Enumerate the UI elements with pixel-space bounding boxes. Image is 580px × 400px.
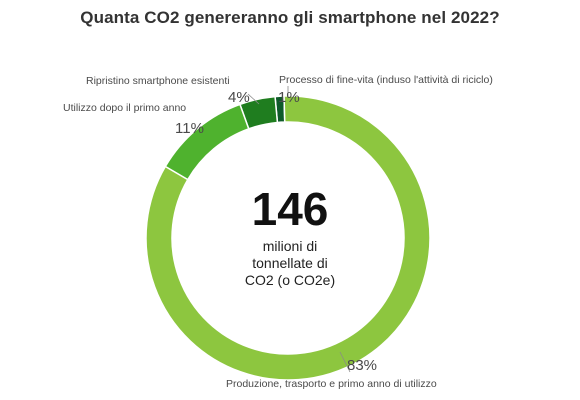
slice-production [145,95,431,381]
total-unit-line-3: CO2 (o CO2e) [244,272,336,288]
chart-title: Quanta CO2 genereranno gli smartphone ne… [80,8,500,27]
total-unit-line-2: tonnellate di [252,255,328,271]
slice-label-use-after-first-year: Utilizzo dopo il primo anno [63,102,187,114]
total-value: 146 [251,183,329,235]
total-unit: milioni di tonnellate di CO2 (o CO2e) [205,238,375,289]
slice-label-refurbish: Ripristino smartphone esistenti [86,75,230,87]
slice-percent-use-after-first-year: 11% [175,120,204,137]
leader-line-refurbish [247,93,260,105]
total-unit-line-1: milioni di [262,238,318,254]
slice-percent-refurbish: 4% [228,89,250,106]
slice-percent-end-of-life: 1% [278,89,300,106]
slice-use-after-first-year [164,103,250,181]
slice-label-production: Produzione, trasporto e primo anno di ut… [226,378,437,390]
slice-label-end-of-life: Processo di fine-vita (induso l'attività… [279,74,493,86]
slice-percent-production: 83% [347,357,378,374]
leader-line-production [339,351,351,373]
